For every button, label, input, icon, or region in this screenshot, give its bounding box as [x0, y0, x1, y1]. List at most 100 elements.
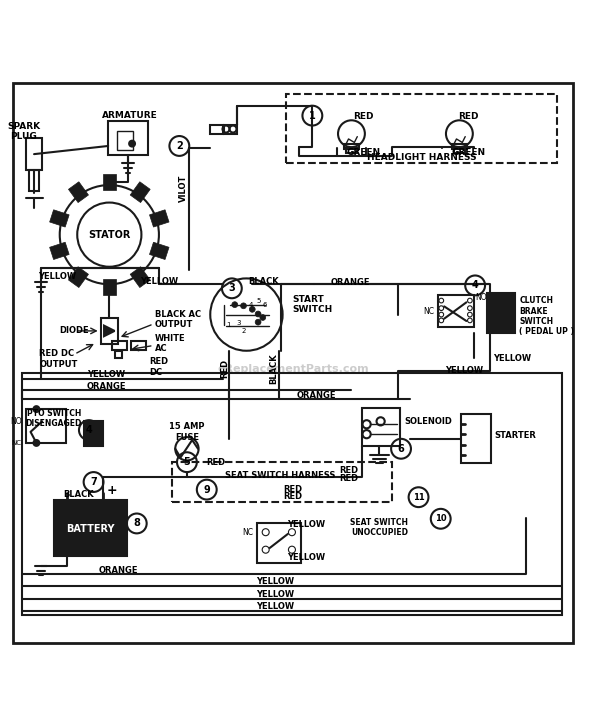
Text: YELLOW: YELLOW [257, 603, 294, 611]
FancyBboxPatch shape [103, 174, 116, 190]
Text: YELLOW: YELLOW [140, 277, 178, 286]
Text: RED DC
OUTPUT: RED DC OUTPUT [40, 349, 78, 369]
Circle shape [34, 440, 40, 446]
Text: BLACK AC
OUTPUT: BLACK AC OUTPUT [155, 309, 201, 329]
Polygon shape [104, 326, 114, 336]
Circle shape [255, 311, 261, 317]
Circle shape [232, 302, 238, 308]
Bar [108, 121, 148, 155]
Text: ORANGE: ORANGE [87, 382, 126, 391]
Text: 3: 3 [236, 319, 241, 326]
Text: 11: 11 [412, 493, 424, 502]
Text: 4: 4 [472, 280, 478, 290]
Bar [114, 351, 122, 359]
Text: GREEN: GREEN [451, 148, 485, 158]
Text: 3: 3 [228, 283, 235, 293]
Bar [210, 125, 223, 134]
Bar [286, 94, 557, 163]
Text: BATTERY: BATTERY [67, 524, 115, 534]
Text: BLACK: BLACK [64, 490, 94, 499]
Text: STATOR: STATOR [88, 229, 130, 240]
Text: BLACK: BLACK [270, 354, 278, 384]
Text: 6: 6 [263, 302, 267, 308]
Bar [454, 148, 465, 153]
Text: 4: 4 [86, 425, 92, 435]
FancyBboxPatch shape [130, 266, 150, 287]
Text: RED: RED [458, 113, 478, 121]
Text: 1: 1 [227, 322, 231, 328]
Text: SEAT SWITCH HARNESS: SEAT SWITCH HARNESS [225, 470, 336, 479]
FancyBboxPatch shape [50, 242, 69, 259]
FancyBboxPatch shape [149, 210, 169, 227]
Circle shape [34, 406, 40, 412]
Text: ORANGE: ORANGE [99, 566, 138, 575]
Bar [257, 523, 301, 563]
Text: PTO SWITCH
DISENGAGED: PTO SWITCH DISENGAGED [26, 409, 82, 428]
Bar [438, 295, 474, 327]
Text: YELLOW: YELLOW [287, 552, 326, 562]
Text: DIODE: DIODE [60, 327, 89, 335]
Text: RED: RED [284, 492, 303, 500]
Bar [22, 373, 562, 615]
Circle shape [241, 303, 247, 309]
Text: YELLOW: YELLOW [445, 366, 483, 375]
Bar [362, 408, 400, 446]
Circle shape [129, 141, 135, 147]
Text: YELLOW: YELLOW [287, 520, 326, 529]
Text: 9: 9 [204, 485, 210, 494]
Bar [26, 139, 42, 171]
Text: YELLOW: YELLOW [257, 577, 294, 587]
Circle shape [255, 319, 261, 325]
FancyBboxPatch shape [68, 182, 88, 203]
Text: RED
DC: RED DC [149, 357, 168, 377]
Text: YELLOW: YELLOW [38, 272, 76, 281]
Circle shape [260, 314, 266, 320]
Text: 4: 4 [249, 302, 253, 308]
Text: CLUTCH
BRAKE
SWITCH
( PEDAL UP ): CLUTCH BRAKE SWITCH ( PEDAL UP ) [519, 296, 575, 336]
Text: RED: RED [206, 457, 225, 467]
Text: eReplacementParts.com: eReplacementParts.com [217, 364, 369, 374]
Text: BLACK: BLACK [248, 277, 279, 286]
Bar [117, 131, 133, 150]
Text: 2: 2 [242, 328, 246, 335]
Text: STARTER: STARTER [494, 431, 536, 441]
Bar [131, 341, 146, 350]
FancyBboxPatch shape [68, 266, 88, 287]
Text: RED: RED [219, 359, 229, 378]
Text: GREEN: GREEN [346, 148, 380, 158]
Text: ORANGE: ORANGE [297, 391, 336, 399]
Text: 1: 1 [309, 110, 316, 121]
Text: ORANGE: ORANGE [330, 278, 370, 287]
Text: +: + [107, 484, 117, 497]
Bar [172, 462, 392, 502]
Bar [224, 125, 237, 134]
Bar [100, 318, 118, 343]
Bar [452, 144, 467, 149]
Text: NC: NC [242, 528, 254, 537]
Text: SPARK
PLUG: SPARK PLUG [7, 122, 40, 141]
Text: NC: NC [423, 307, 434, 316]
Text: NO: NO [10, 417, 22, 426]
Bar [26, 409, 65, 443]
Text: 5: 5 [183, 457, 191, 468]
FancyBboxPatch shape [50, 210, 69, 227]
Bar [487, 293, 516, 333]
FancyBboxPatch shape [103, 279, 116, 295]
Text: YELLOW: YELLOW [493, 354, 531, 363]
Bar [29, 170, 40, 191]
Bar [54, 500, 127, 555]
FancyBboxPatch shape [149, 242, 169, 259]
Text: 10: 10 [435, 514, 447, 523]
Text: HEADLIGHT HARNESS: HEADLIGHT HARNESS [366, 153, 476, 162]
Text: SEAT SWITCH
UNOCCUPIED: SEAT SWITCH UNOCCUPIED [350, 518, 408, 537]
Text: RED: RED [339, 474, 358, 483]
Text: RED: RED [339, 466, 358, 476]
Text: 6: 6 [398, 444, 404, 454]
Text: 2: 2 [176, 141, 183, 151]
Text: 8: 8 [133, 518, 140, 529]
Text: VILOT: VILOT [179, 174, 188, 202]
Text: YELLOW: YELLOW [257, 590, 294, 599]
Bar [112, 341, 127, 350]
Text: 15 AMP
FUSE: 15 AMP FUSE [169, 422, 205, 441]
Bar [461, 414, 491, 463]
